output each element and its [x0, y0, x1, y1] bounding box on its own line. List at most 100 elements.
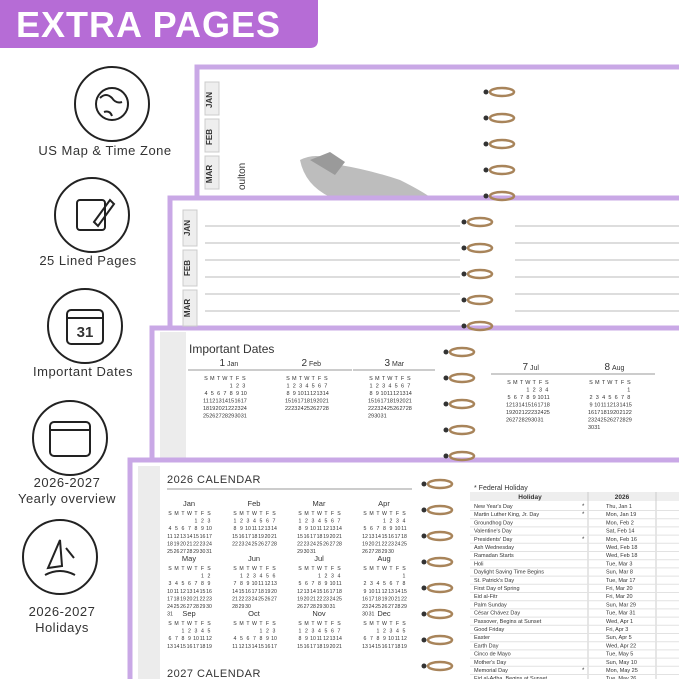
- day: 15: [258, 644, 264, 650]
- weekday: T: [246, 566, 250, 572]
- day: 25: [167, 549, 173, 555]
- holiday-name: Memorial Day: [474, 668, 508, 674]
- day: 24: [330, 596, 336, 602]
- weekday: W: [525, 380, 531, 386]
- spiral-ring: [466, 242, 494, 254]
- day: 22: [200, 596, 206, 602]
- day: 31: [537, 418, 543, 424]
- holiday-date: Sun, May 10: [606, 660, 637, 666]
- day: 30: [234, 414, 240, 420]
- holiday-date: Sun, Mar 29: [606, 602, 636, 608]
- day: 24: [594, 418, 600, 424]
- day: 6: [331, 519, 334, 525]
- spiral-ring: [448, 398, 476, 410]
- day: 25: [544, 410, 550, 416]
- day: 17: [241, 399, 247, 405]
- month-number: 7: [522, 362, 528, 373]
- day: 10: [594, 403, 600, 409]
- day: 16: [588, 410, 594, 416]
- day: 1: [403, 574, 406, 580]
- holiday-name: Earth Day: [474, 643, 499, 649]
- day: 2: [305, 519, 308, 525]
- day: 30: [388, 549, 394, 555]
- weekday: W: [222, 376, 228, 382]
- day: 12: [297, 589, 303, 595]
- day: 21: [406, 399, 412, 405]
- day: 9: [305, 526, 308, 532]
- day: 16: [382, 644, 388, 650]
- month-name: Jul: [530, 365, 539, 372]
- month-name: Sep: [182, 609, 195, 618]
- spiral-ring: [488, 112, 516, 124]
- day: 18: [304, 399, 310, 405]
- weekday: M: [369, 621, 373, 627]
- spiral-ring: [426, 556, 454, 568]
- spiral-ring: [426, 608, 454, 620]
- day: 5: [383, 581, 386, 587]
- day: 10: [310, 636, 316, 642]
- feature-label: 2026-2027: [29, 604, 96, 619]
- weekday: F: [396, 621, 399, 627]
- weekday: S: [207, 566, 211, 572]
- holiday-date: Fri, Mar 20: [606, 594, 633, 600]
- day: 5: [175, 526, 178, 532]
- day: 5: [211, 391, 214, 397]
- day: 2: [240, 519, 243, 525]
- weekday: F: [318, 376, 322, 382]
- weekday: S: [363, 566, 367, 572]
- weekday: S: [168, 511, 172, 517]
- day: 10: [271, 636, 277, 642]
- weekday: T: [324, 566, 328, 572]
- day: 15: [401, 589, 407, 595]
- day: 15: [193, 534, 199, 540]
- day: 11: [304, 391, 310, 397]
- map-caption: oulton: [237, 163, 248, 190]
- weekday: M: [304, 511, 308, 517]
- day: 29: [239, 604, 245, 610]
- day: 9: [236, 391, 239, 397]
- spiral-ring: [448, 450, 476, 462]
- day: 19: [393, 399, 399, 405]
- icon-text: 31: [77, 324, 94, 341]
- day: 15: [232, 534, 238, 540]
- month-number: 3: [384, 358, 390, 369]
- spiral-hole: [483, 89, 489, 95]
- day: 27: [180, 549, 186, 555]
- weekday: M: [239, 621, 243, 627]
- day: 3: [247, 519, 250, 525]
- day: 28: [271, 541, 277, 547]
- day: 20: [187, 596, 193, 602]
- holiday-heading: * Federal Holiday: [474, 485, 528, 492]
- day: 24: [381, 406, 387, 412]
- holiday-date: Tue, May 5: [606, 652, 633, 658]
- weekday: M: [239, 566, 243, 572]
- weekday: W: [317, 621, 322, 627]
- weekday: T: [299, 376, 303, 382]
- day: 4: [318, 519, 321, 525]
- day: 13: [304, 589, 310, 595]
- weekday: T: [194, 511, 198, 517]
- weekday: W: [187, 566, 192, 572]
- day: 21: [519, 410, 525, 416]
- day: 20: [271, 589, 277, 595]
- holiday-name: Passover, Begins at Sunset: [474, 619, 542, 625]
- day: 25: [375, 604, 381, 610]
- day: 4: [169, 526, 172, 532]
- holiday-date: Mon, Jan 19: [606, 512, 636, 518]
- weekday: S: [272, 621, 276, 627]
- weekday: T: [382, 376, 386, 382]
- day: 5: [208, 629, 211, 635]
- month-name: May: [182, 554, 196, 563]
- day: 31: [369, 612, 375, 618]
- weekday: F: [201, 566, 204, 572]
- weekday: W: [317, 566, 322, 572]
- page-map: [194, 64, 679, 205]
- day: 22: [368, 406, 374, 412]
- day: 28: [193, 604, 199, 610]
- day: 7: [188, 526, 191, 532]
- weekday: T: [181, 566, 185, 572]
- month-name: Apr: [378, 499, 390, 508]
- weekday: S: [204, 376, 208, 382]
- day: 17: [252, 589, 258, 595]
- day: 20: [216, 406, 222, 412]
